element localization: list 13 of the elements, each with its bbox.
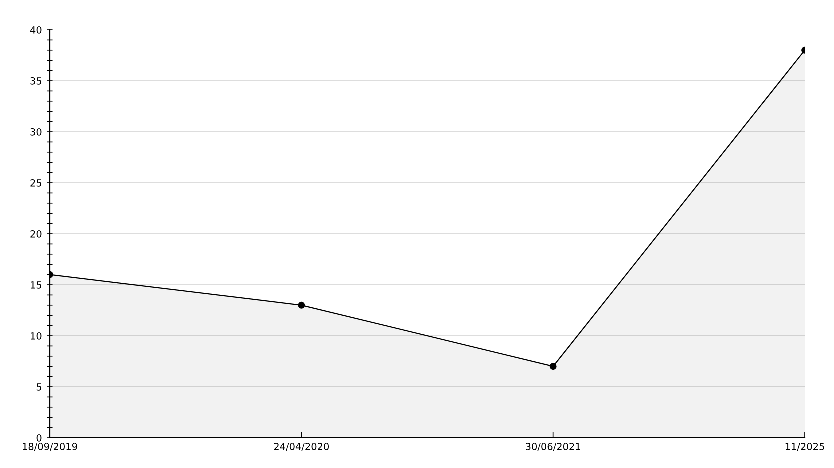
x-tick-label: 11/2025 [786, 443, 824, 452]
y-tick-label: 25 [30, 179, 42, 187]
x-tick-label: 18/09/2019 [23, 443, 78, 452]
y-tick-label: 15 [31, 282, 42, 289]
y-tick-label: 5 [36, 384, 42, 391]
y-tick-label: 35 [30, 77, 42, 85]
y-tick-label: 30 [30, 128, 42, 136]
y-tick-label: 0 [36, 434, 42, 442]
y-tick-label: 20 [30, 230, 42, 238]
y-tick-label: 10 [31, 332, 42, 340]
x-tick-label: 30/06/2021 [526, 443, 580, 452]
x-tick-label: 24/04/2020 [274, 443, 330, 452]
y-tick-label: 40 [30, 26, 42, 34]
